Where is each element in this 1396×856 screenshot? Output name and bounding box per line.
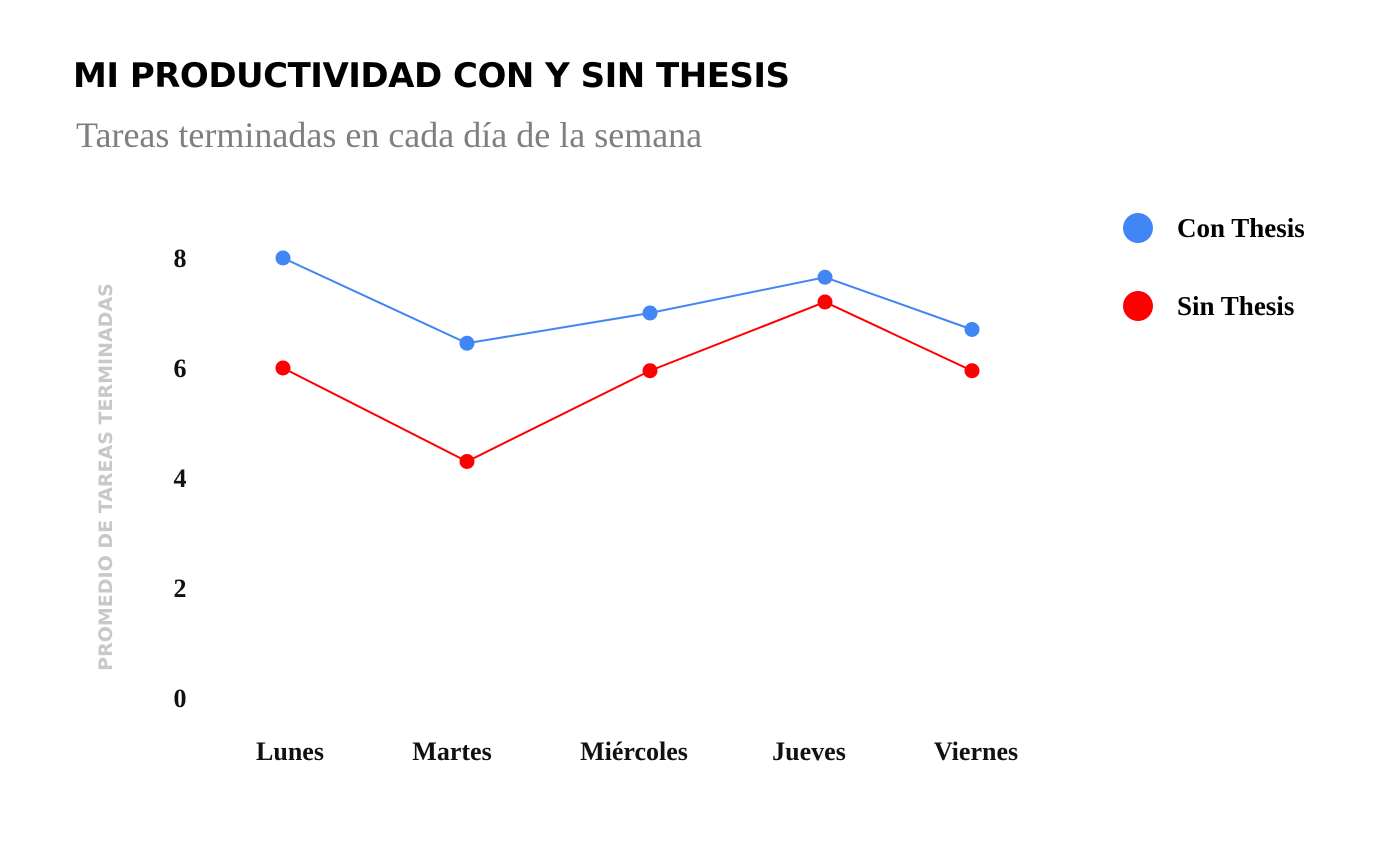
data-point[interactable] — [817, 294, 833, 310]
legend-label: Sin Thesis — [1177, 290, 1295, 321]
data-point[interactable] — [459, 335, 475, 351]
x-tick-label: Miércoles — [580, 737, 688, 766]
y-tick-label: 8 — [174, 244, 187, 273]
legend-label: Con Thesis — [1177, 212, 1305, 243]
y-tick-label: 6 — [174, 354, 187, 383]
data-point[interactable] — [817, 269, 833, 285]
data-point[interactable] — [642, 305, 658, 321]
x-tick-label: Lunes — [256, 737, 324, 766]
data-point[interactable] — [275, 250, 291, 266]
series-line — [282, 300, 973, 463]
y-tick-label: 4 — [174, 464, 187, 493]
data-point[interactable] — [459, 454, 475, 469]
x-tick-label: Martes — [412, 737, 491, 766]
legend-marker-icon — [1123, 291, 1153, 321]
series-line — [282, 257, 973, 345]
legend-marker-icon — [1123, 213, 1153, 243]
chart-subtitle: Tareas terminadas en cada día de la sema… — [76, 115, 703, 155]
legend-item[interactable]: Con Thesis — [1123, 208, 1305, 248]
legend-item[interactable]: Sin Thesis — [1123, 286, 1305, 326]
chart-legend: Con Thesis Sin Thesis — [1123, 208, 1305, 364]
data-point[interactable] — [964, 363, 980, 379]
data-point[interactable] — [642, 363, 658, 379]
y-tick-label: 0 — [174, 684, 187, 713]
x-tick-label: Viernes — [934, 737, 1018, 766]
data-point[interactable] — [964, 322, 980, 337]
chart-title: MI PRODUCTIVIDAD CON Y SIN THESIS — [73, 56, 790, 96]
y-tick-label: 2 — [174, 574, 187, 603]
data-point[interactable] — [275, 360, 291, 376]
x-tick-label: Jueves — [772, 737, 846, 766]
